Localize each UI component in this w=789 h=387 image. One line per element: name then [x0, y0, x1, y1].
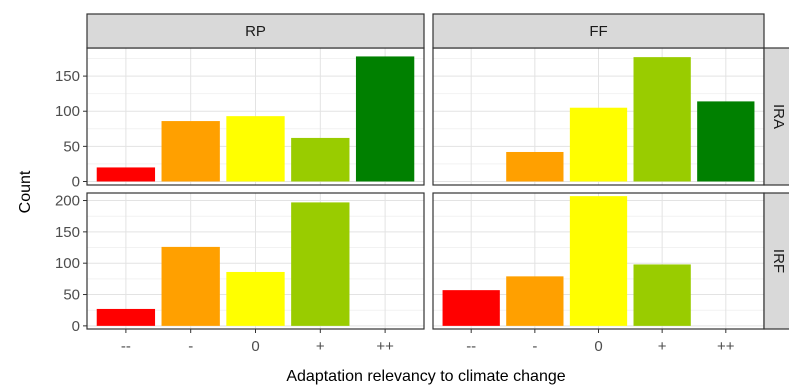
x-tick-label: -: [532, 338, 537, 355]
strip-label-RP: RP: [245, 23, 266, 40]
bar-FF-IRA-4: [697, 101, 755, 182]
y-tick-label: 100: [55, 103, 80, 120]
bar-FF-IRA-3: [633, 57, 691, 182]
strip-layer: RP FF IRA IRF: [86, 13, 789, 330]
strip-IRF: [763, 192, 789, 330]
x-tick-label: -: [188, 338, 193, 355]
bar-FF-IRF-2: [569, 196, 628, 326]
x-tick-label: +: [658, 338, 667, 355]
bar-FF-IRF-3: [633, 264, 691, 326]
x-tick-label: 0: [594, 338, 602, 355]
bar-RP-IRA-3: [291, 137, 350, 182]
bar-FF-IRA-1: [506, 151, 564, 182]
strip-label-IRA: IRA: [770, 104, 787, 129]
bar-RP-IRA-1: [161, 121, 220, 182]
bar-RP-IRF-2: [226, 271, 285, 326]
bar-RP-IRF-3: [291, 202, 350, 326]
bar-RP-IRA-2: [226, 116, 285, 182]
bar-FF-IRF-1: [506, 276, 564, 326]
x-tick-label: 0: [251, 338, 259, 355]
y-tick-label: 0: [72, 173, 80, 190]
bar-RP-IRA-4: [355, 56, 415, 182]
y-tick-label: 100: [55, 255, 80, 272]
y-tick-label: 50: [63, 138, 80, 155]
y-tick-label: 50: [63, 287, 80, 304]
strip-RP: [86, 13, 425, 49]
strip-FF: [432, 13, 765, 49]
strip-label-FF: FF: [589, 23, 607, 40]
strip-IRA: [763, 47, 789, 186]
bar-RP-IRA-0: [96, 167, 156, 182]
y-tick-label: 150: [55, 68, 80, 85]
x-tick-label: ++: [717, 338, 735, 355]
bar-RP-IRF-1: [161, 246, 220, 326]
bar-FF-IRF-0: [442, 290, 500, 326]
x-tick-label: +: [316, 338, 325, 355]
x-axis-title: Adaptation relevancy to climate change: [286, 368, 565, 385]
y-axis-title: Count: [17, 170, 34, 213]
strip-label-IRF: IRF: [770, 249, 787, 273]
y-tick-label: 0: [72, 318, 80, 335]
bar-FF-IRA-2: [569, 107, 628, 182]
x-tick-label: ++: [376, 338, 394, 355]
bar-layer: [96, 56, 755, 326]
bar-RP-IRF-0: [96, 308, 156, 326]
y-tick-label: 150: [55, 224, 80, 241]
y-tick-label: 200: [55, 193, 80, 210]
x-tick-label: --: [121, 338, 131, 355]
x-tick-label: --: [466, 338, 476, 355]
